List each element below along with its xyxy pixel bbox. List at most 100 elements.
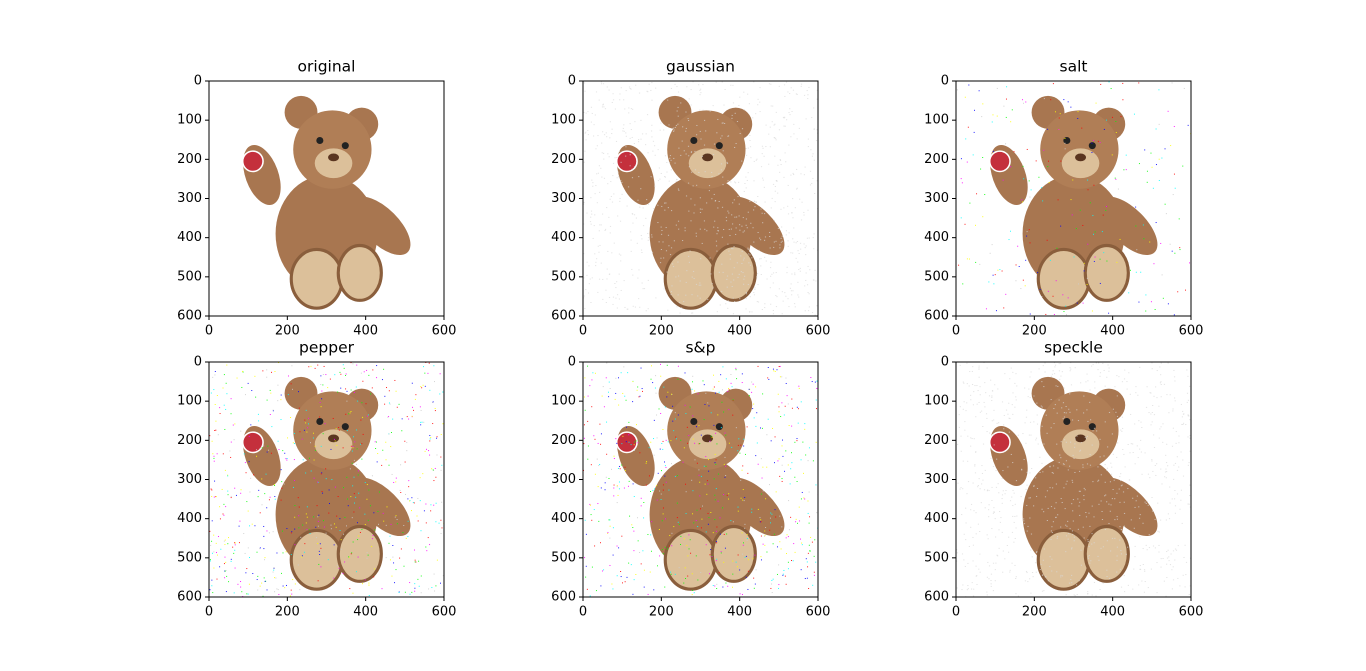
noise-pixel — [210, 488, 212, 490]
noise-pixel — [711, 283, 713, 285]
noise-pixel — [618, 150, 621, 152]
noise-pixel — [1041, 590, 1044, 592]
noise-pixel — [1183, 413, 1185, 415]
noise-pixel — [1035, 439, 1037, 441]
noise-pixel — [973, 510, 975, 512]
noise-pixel — [1065, 305, 1067, 307]
noise-pixel — [766, 551, 768, 553]
noise-pixel — [418, 585, 420, 587]
noise-pixel — [1167, 465, 1169, 467]
noise-pixel — [1063, 412, 1065, 414]
noise-pixel — [993, 409, 995, 411]
noise-pixel — [346, 476, 348, 478]
noise-pixel — [1029, 472, 1031, 474]
noise-pixel — [1105, 209, 1107, 211]
noise-pixel — [1065, 594, 1067, 596]
noise-pixel — [795, 257, 797, 259]
noise-pixel — [1089, 419, 1092, 421]
bear-eye — [316, 418, 324, 426]
noise-pixel — [769, 236, 771, 237]
noise-pixel — [1122, 449, 1124, 451]
noise-pixel — [962, 381, 964, 383]
noise-pixel — [345, 373, 347, 375]
noise-pixel — [708, 517, 710, 519]
noise-pixel — [438, 522, 440, 524]
noise-pixel — [705, 544, 707, 546]
noise-pixel — [273, 569, 275, 571]
noise-pixel — [773, 246, 775, 248]
noise-pixel — [583, 437, 585, 439]
noise-pixel — [1040, 439, 1042, 441]
noise-pixel — [314, 445, 316, 447]
noise-pixel — [285, 551, 287, 553]
noise-pixel — [605, 377, 607, 379]
noise-pixel — [224, 577, 226, 579]
noise-pixel — [638, 396, 640, 398]
noise-pixel — [714, 494, 716, 496]
y-tick-label: 400 — [924, 511, 949, 526]
noise-pixel — [741, 225, 743, 227]
noise-pixel — [440, 456, 442, 458]
noise-pixel — [1189, 495, 1191, 497]
bear-foot — [1083, 524, 1130, 583]
x-tick-label: 0 — [579, 324, 587, 339]
noise-pixel — [1152, 187, 1154, 189]
noise-pixel — [610, 181, 612, 183]
noise-pixel — [988, 509, 990, 511]
noise-pixel — [1173, 314, 1175, 316]
noise-pixel — [599, 244, 601, 246]
bear-foot — [710, 243, 757, 302]
noise-pixel — [598, 251, 600, 253]
noise-pixel — [705, 531, 707, 533]
noise-pixel — [219, 566, 221, 568]
noise-pixel — [782, 573, 784, 575]
noise-pixel — [1172, 579, 1175, 581]
noise-pixel — [603, 158, 605, 160]
noise-pixel — [602, 386, 604, 388]
noise-pixel — [784, 405, 786, 407]
noise-pixel — [978, 368, 980, 370]
noise-pixel — [696, 184, 698, 186]
noise-pixel — [697, 526, 699, 528]
noise-pixel — [310, 442, 312, 444]
noise-pixel — [230, 413, 232, 415]
noise-pixel — [307, 427, 309, 429]
noise-pixel — [986, 367, 988, 369]
noise-pixel — [674, 475, 676, 477]
noise-pixel — [702, 84, 704, 86]
noise-pixel — [1083, 262, 1085, 264]
noise-pixel — [655, 87, 657, 89]
noise-pixel — [678, 523, 680, 525]
noise-pixel — [594, 114, 596, 116]
noise-pixel — [613, 193, 615, 195]
noise-pixel — [1012, 462, 1014, 464]
noise-pixel — [319, 416, 321, 418]
noise-pixel — [972, 560, 974, 562]
noise-pixel — [763, 535, 765, 537]
noise-pixel — [772, 309, 774, 311]
noise-pixel — [395, 481, 397, 483]
noise-pixel — [1152, 470, 1154, 472]
noise-pixel — [269, 389, 271, 391]
noise-pixel — [600, 81, 603, 83]
noise-pixel — [1040, 405, 1042, 407]
noise-pixel — [1030, 592, 1032, 594]
noise-pixel — [270, 452, 272, 454]
noise-pixel — [983, 401, 985, 403]
noise-pixel — [752, 558, 754, 560]
noise-pixel — [770, 207, 772, 209]
noise-pixel — [1079, 209, 1081, 211]
noise-pixel — [673, 430, 675, 432]
noise-pixel — [211, 540, 213, 542]
noise-pixel — [685, 578, 687, 580]
noise-pixel — [755, 113, 757, 115]
noise-pixel — [266, 507, 268, 509]
noise-pixel — [779, 171, 781, 173]
noise-pixel — [764, 236, 767, 238]
noise-pixel — [717, 207, 719, 209]
noise-pixel — [611, 101, 613, 103]
noise-pixel — [610, 195, 612, 197]
noise-pixel — [309, 532, 311, 534]
noise-pixel — [692, 312, 694, 314]
noise-pixel — [1161, 483, 1163, 485]
